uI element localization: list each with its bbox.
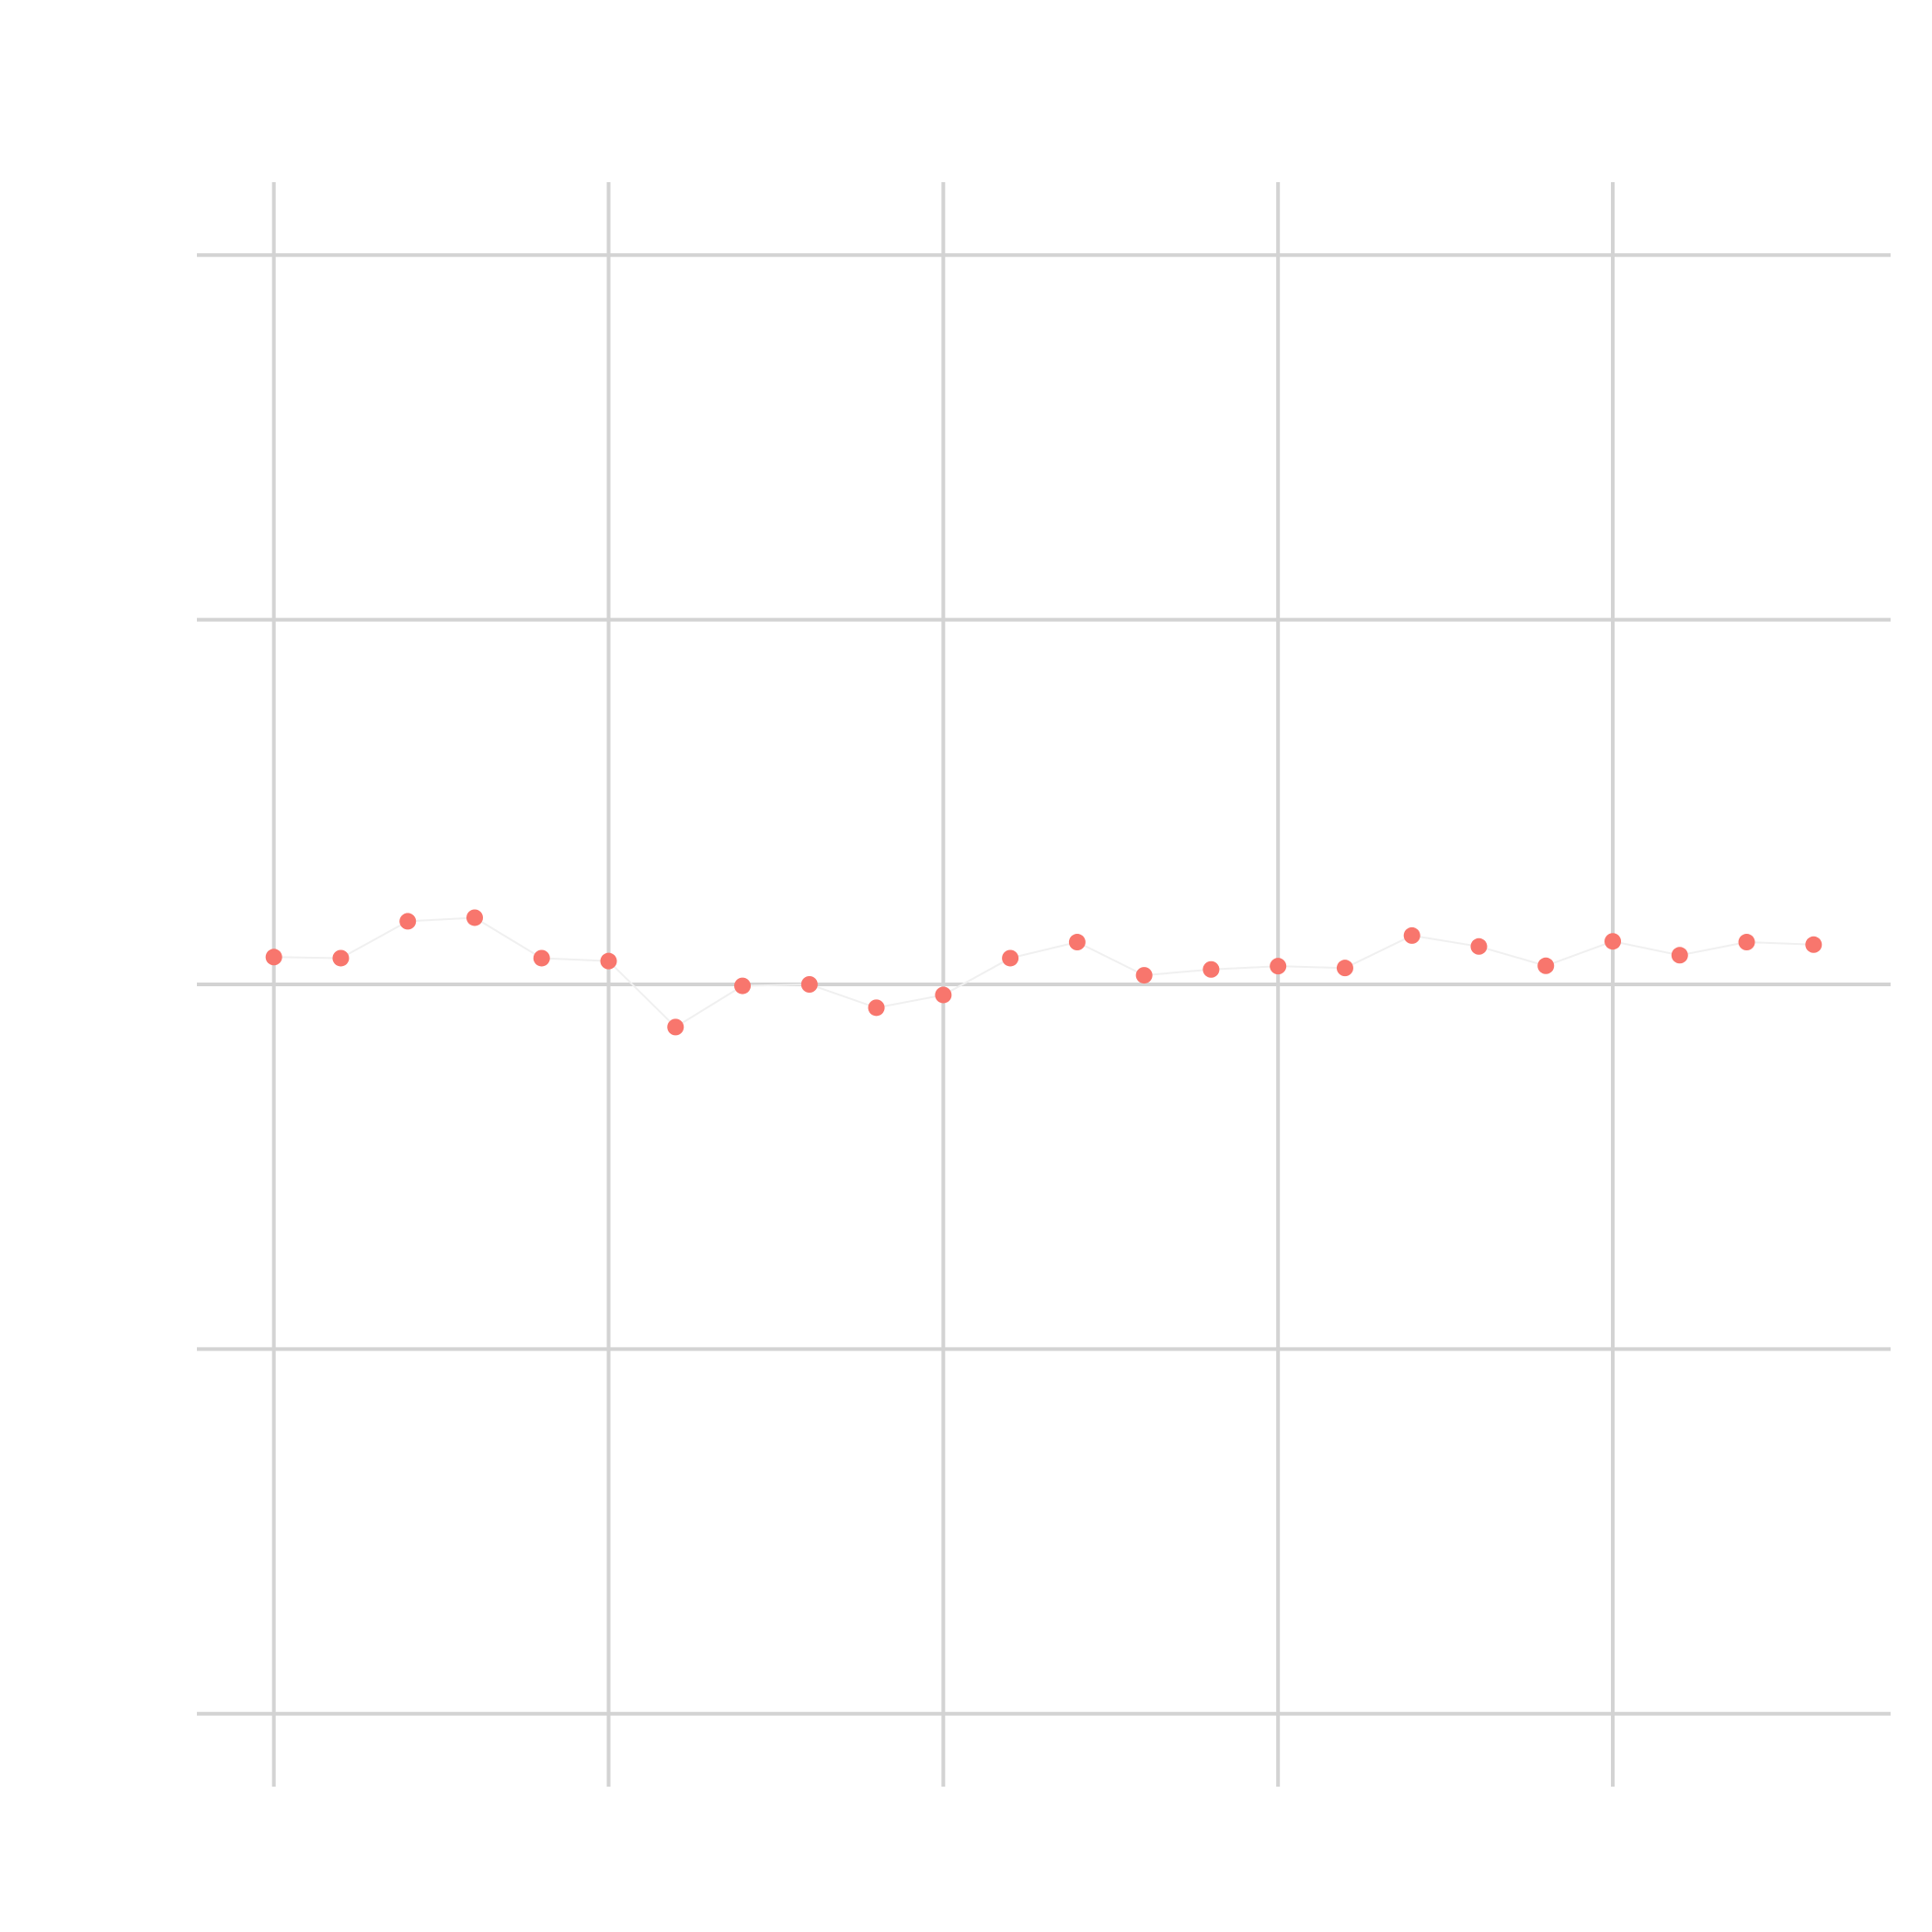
data-point — [1202, 960, 1220, 978]
series-layer — [273, 916, 1814, 1029]
data-point — [800, 976, 818, 993]
points-layer — [265, 909, 1823, 1036]
data-point — [667, 1018, 684, 1036]
grid — [197, 182, 1891, 1787]
data-point — [466, 909, 483, 926]
data-point — [1403, 926, 1420, 944]
data-point — [1805, 936, 1823, 953]
data-point — [533, 949, 550, 967]
data-point — [1604, 933, 1622, 950]
series-line — [273, 916, 1814, 1029]
data-point — [1270, 958, 1287, 975]
data-point — [332, 949, 350, 967]
data-point — [265, 949, 282, 966]
data-point — [1537, 957, 1555, 974]
data-point — [1671, 947, 1688, 964]
data-point — [1135, 967, 1153, 984]
data-point — [600, 952, 617, 970]
data-point — [1336, 960, 1353, 977]
data-point — [1002, 949, 1019, 967]
data-point — [734, 977, 752, 995]
data-point — [1738, 934, 1755, 951]
data-point — [1470, 937, 1488, 955]
data-point — [399, 913, 417, 930]
data-point — [935, 986, 952, 1004]
data-point — [1068, 934, 1086, 951]
data-point — [868, 999, 885, 1017]
